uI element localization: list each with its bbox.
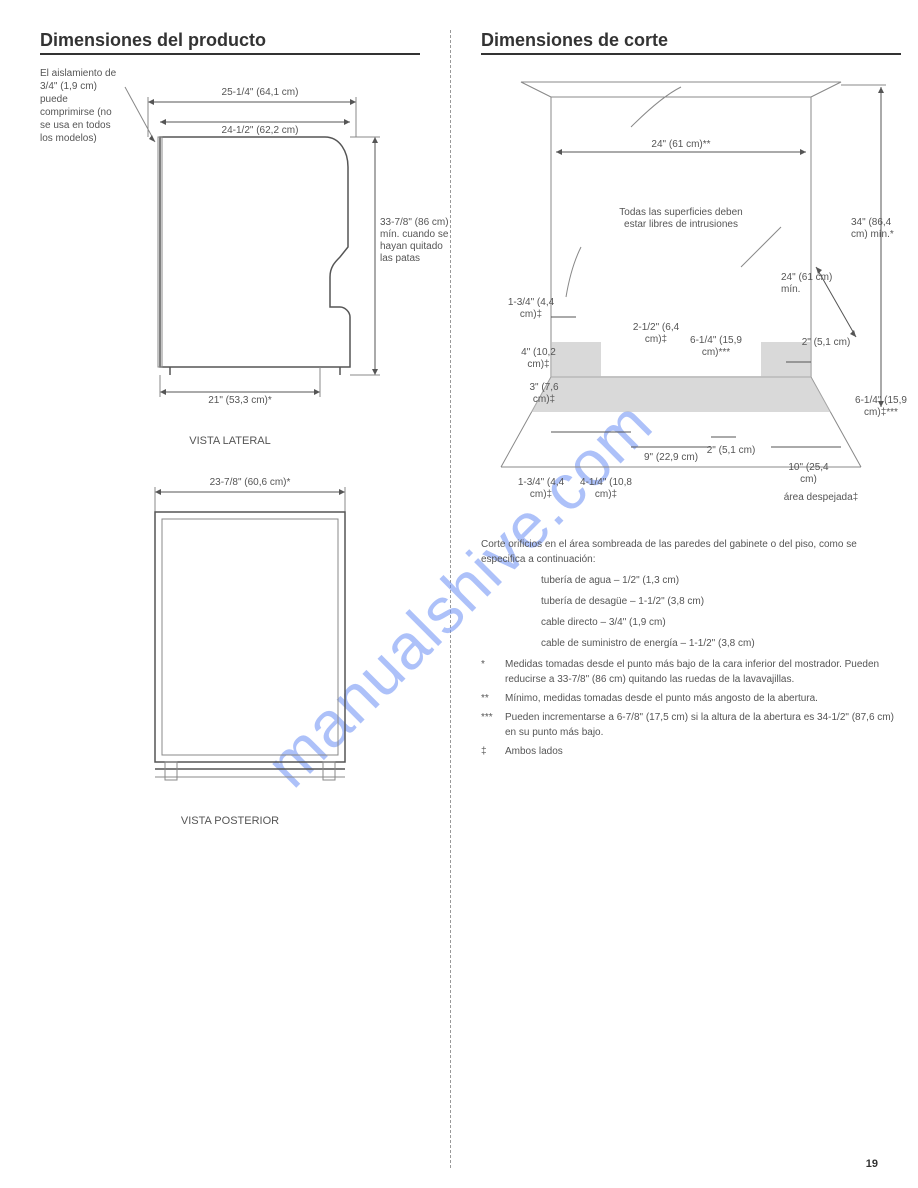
footnote-4: ‡ Ambos lados	[481, 744, 901, 759]
column-divider	[450, 30, 451, 1168]
dim-width-mid: 24-1/2" (62,2 cm)	[205, 125, 315, 137]
spec-drain: tubería de desagüe – 1-1/2" (3,8 cm)	[481, 594, 901, 609]
right-column: Dimensiones de corte	[481, 30, 901, 1168]
left-column: Dimensiones del producto El aislamiento …	[40, 30, 420, 1168]
spec-direct: cable directo – 3/4" (1,9 cm)	[481, 615, 901, 630]
spec-power: cable de suministro de energía – 1-1/2" …	[481, 636, 901, 651]
area-label: área despejada‡	[771, 492, 871, 504]
footnote-1-sym: *	[481, 657, 499, 687]
dim-width-24: 24" (61 cm)**	[631, 139, 731, 151]
dim-width-top: 25-1/4" (64,1 cm)	[205, 87, 315, 99]
cutout-diagram: 24" (61 cm)** Todas las superficies debe…	[481, 67, 901, 507]
dim-base-width: 21" (53,3 cm)*	[185, 395, 295, 407]
dim-6-1-4b: 6-1/4" (15,9 cm)‡***	[846, 395, 916, 419]
insulation-note: El aislamiento de 3/4" (1,9 cm) puede co…	[40, 67, 120, 145]
page-number: 19	[866, 1158, 878, 1170]
dim-2-1-2: 2-1/2" (6,4 cm)‡	[626, 322, 686, 346]
dim-9: 9" (22,9 cm)	[641, 452, 701, 464]
dim-4: 4" (10,2 cm)‡	[511, 347, 566, 371]
rear-view-diagram: 23-7/8" (60,6 cm)* VISTA POSTERIOR	[40, 467, 420, 847]
footnote-2: ** Mínimo, medidas tomadas desde el punt…	[481, 691, 901, 706]
footnote-4-sym: ‡	[481, 744, 499, 759]
footnote-2-sym: **	[481, 691, 499, 706]
spec-water: tubería de agua – 1/2" (1,3 cm)	[481, 573, 901, 588]
side-view-caption: VISTA LATERAL	[40, 435, 420, 447]
dim-6-1-4: 6-1/4" (15,9 cm)***	[681, 335, 751, 359]
side-view-diagram: El aislamiento de 3/4" (1,9 cm) puede co…	[40, 67, 420, 437]
dim-1-3-4b: 1-3/4" (4,4 cm)‡	[511, 477, 571, 501]
dim-depth-24: 24" (61 cm) mín.	[781, 272, 851, 296]
footnote-3: *** Pueden incrementarse a 6-7/8" (17,5 …	[481, 710, 901, 740]
dim-10: 10" (25,4 cm)	[781, 462, 836, 486]
dim-2b: 2" (5,1 cm)	[706, 445, 756, 457]
page-container: Dimensiones del producto El aislamiento …	[0, 0, 918, 1188]
heading-product-dimensions: Dimensiones del producto	[40, 30, 420, 55]
rear-view-caption: VISTA POSTERIOR	[40, 815, 420, 827]
footnote-1: * Medidas tomadas desde el punto más baj…	[481, 657, 901, 687]
footnote-2-text: Mínimo, medidas tomadas desde el punto m…	[505, 691, 901, 706]
footnote-1-text: Medidas tomadas desde el punto más bajo …	[505, 657, 901, 687]
dim-1-3-4: 1-3/4" (4,4 cm)‡	[506, 297, 556, 321]
surfaces-note: Todas las superficies deben estar libres…	[611, 207, 751, 231]
spec-text-block: Corte orificios en el área sombreada de …	[481, 537, 901, 759]
dim-3: 3" (7,6 cm)‡	[519, 382, 569, 406]
dim-4-1-4: 4-1/4" (10,8 cm)‡	[576, 477, 636, 501]
dim-2: 2" (5,1 cm)	[801, 337, 851, 349]
footnote-3-text: Pueden incrementarse a 6-7/8" (17,5 cm) …	[505, 710, 901, 740]
footnote-3-sym: ***	[481, 710, 499, 740]
heading-cutout-dimensions: Dimensiones de corte	[481, 30, 901, 55]
dim-rear-width: 23-7/8" (60,6 cm)*	[190, 477, 310, 489]
footnote-4-text: Ambos lados	[505, 744, 901, 759]
rear-view-svg	[40, 467, 420, 807]
dim-height: 33-7/8" (86 cm) mín. cuando se hayan qui…	[380, 217, 450, 265]
intro-text: Corte orificios en el área sombreada de …	[481, 537, 901, 567]
dim-height-34: 34" (86,4 cm) mín.*	[851, 217, 901, 241]
